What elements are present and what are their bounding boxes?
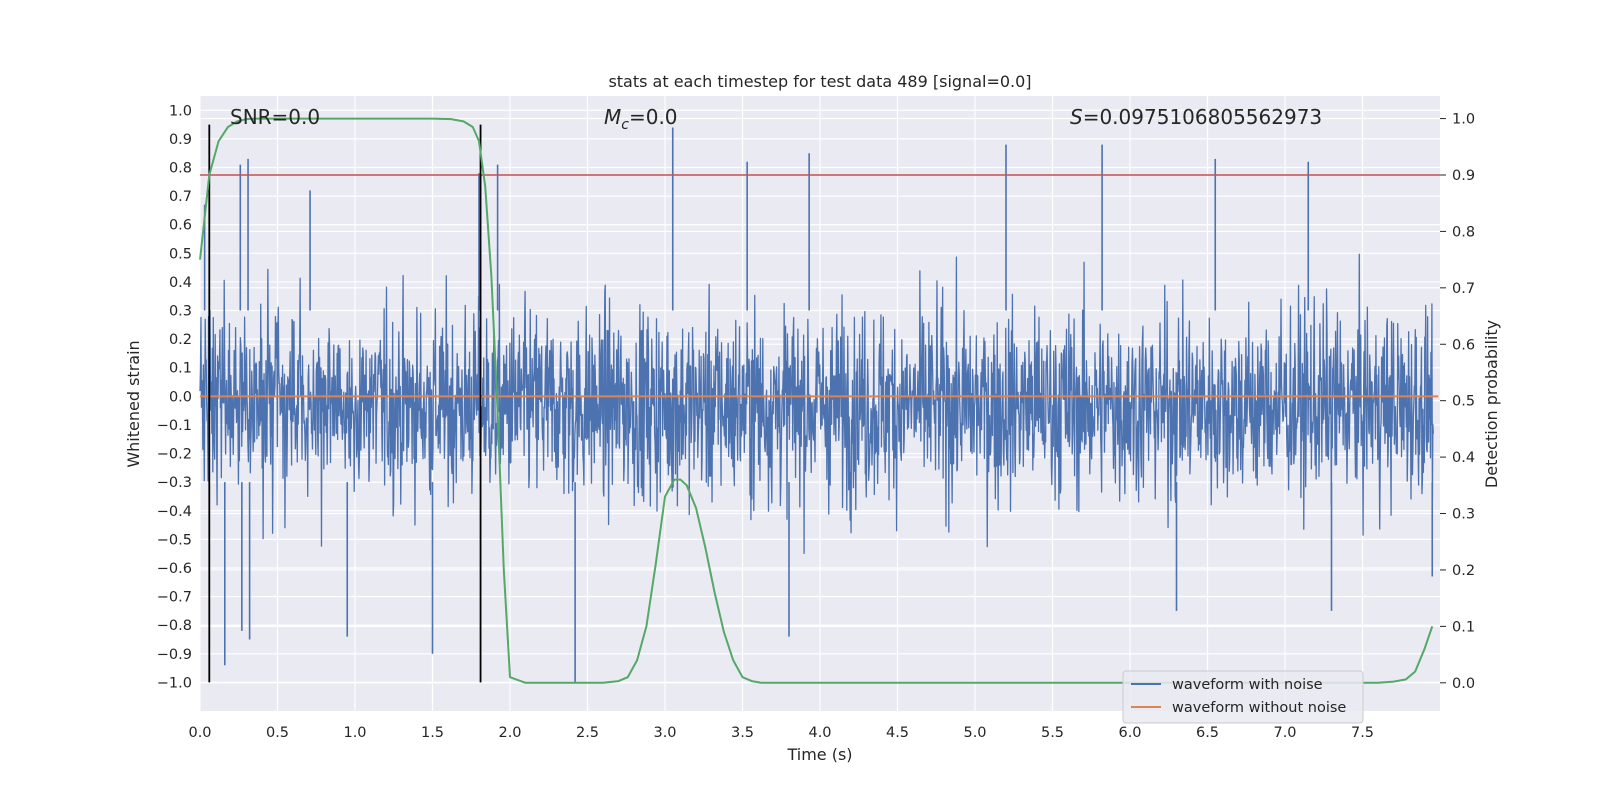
chirp-mass-annotation: Mc=0.0 [604, 105, 678, 133]
y-tick-label: −0.5 [157, 532, 192, 548]
y-tick-label: −0.1 [157, 418, 192, 434]
x-tick-label: 2.5 [576, 725, 599, 741]
y2-tick-label: 0.9 [1452, 168, 1475, 184]
statistic-value: =0.0975106805562973 [1083, 105, 1322, 129]
y2-tick-label: 0.8 [1452, 224, 1475, 240]
x-tick-label: 0.0 [188, 725, 211, 741]
x-tick-label: 7.0 [1273, 725, 1296, 741]
y2-tick-label: 0.1 [1452, 619, 1475, 635]
legend-entry-clean: waveform without noise [1172, 700, 1346, 716]
x-tick-label: 0.5 [266, 725, 289, 741]
axis-layer: 0.0 0.5 1.0 1.5 2.0 2.5 3.0 3.5 4.0 4.5 5.0 5.5 6.0 6… [157, 103, 1475, 741]
y2-tick-label: 0.2 [1452, 563, 1475, 579]
x-tick-label: 3.5 [731, 725, 754, 741]
y2-tick-label: 0.0 [1452, 676, 1475, 692]
y-tick-label: −0.9 [157, 647, 192, 663]
statistic-annotation: S=0.0975106805562973 [1070, 105, 1322, 129]
y-tick-label: 0.8 [169, 161, 192, 177]
detection-probability-line [199, 117, 1434, 684]
y2-tick-label: 0.3 [1452, 507, 1475, 523]
legend: waveform with noise waveform without noi… [1122, 670, 1364, 724]
y-tick-label: −0.4 [157, 504, 192, 520]
y-tick-label: 0.9 [169, 132, 192, 148]
y-tick-label: −0.3 [157, 475, 192, 491]
y2-axis-label: Detection probability [1482, 320, 1501, 488]
noise-waveform-line [199, 253, 1434, 555]
y2-tick-label: 0.4 [1452, 450, 1475, 466]
y-tick-label: 0.0 [169, 389, 192, 405]
y-tick-label: −1.0 [157, 675, 192, 691]
chirp-mass-value: =0.0 [629, 105, 678, 129]
x-tick-label: 4.0 [808, 725, 831, 741]
y-tick-label: 0.6 [169, 218, 192, 234]
y2-tick-label: 0.7 [1452, 281, 1475, 297]
legend-box [1122, 670, 1364, 724]
x-tick-label: 1.0 [343, 725, 366, 741]
chart-title: stats at each timestep for test data 489… [608, 72, 1031, 91]
y-tick-label: −0.7 [157, 590, 192, 606]
y-tick-label: 0.1 [169, 361, 192, 377]
x-tick-label: 6.0 [1118, 725, 1141, 741]
data-layer [199, 127, 1439, 683]
y-tick-label: −0.8 [157, 618, 192, 634]
y-tick-label: 0.5 [169, 246, 192, 262]
y-tick-label: −0.6 [157, 561, 192, 577]
chirp-mass-subscript: c [621, 117, 629, 133]
statistic-symbol: S [1070, 105, 1083, 129]
y2-tick-label: 1.0 [1452, 112, 1475, 128]
x-tick-label: 7.5 [1351, 725, 1374, 741]
x-axis-label: Time (s) [786, 745, 852, 764]
y-tick-label: 0.2 [169, 332, 192, 348]
x-tick-label: 3.0 [653, 725, 676, 741]
x-tick-label: 5.0 [963, 725, 986, 741]
x-tick-label: 4.5 [886, 725, 909, 741]
overlay-layer [199, 117, 1440, 684]
y-tick-label: 0.7 [169, 189, 192, 205]
y2-tick-label: 0.6 [1452, 337, 1475, 353]
y-tick-label: 0.4 [169, 275, 192, 291]
chirp-mass-symbol: M [604, 105, 621, 129]
y-tick-label: −0.2 [157, 447, 192, 463]
x-tick-label: 2.0 [498, 725, 521, 741]
y-tick-label: 1.0 [169, 103, 192, 119]
y2-tick-label: 0.5 [1452, 394, 1475, 410]
x-tick-label: 6.5 [1196, 725, 1219, 741]
x-tick-label: 5.5 [1041, 725, 1064, 741]
y-tick-label: 0.3 [169, 304, 192, 320]
legend-entry-noise: waveform with noise [1172, 677, 1323, 693]
y-axis-label: Whitened strain [124, 340, 143, 467]
snr-annotation: SNR=0.0 [230, 105, 320, 129]
x-tick-label: 1.5 [421, 725, 444, 741]
